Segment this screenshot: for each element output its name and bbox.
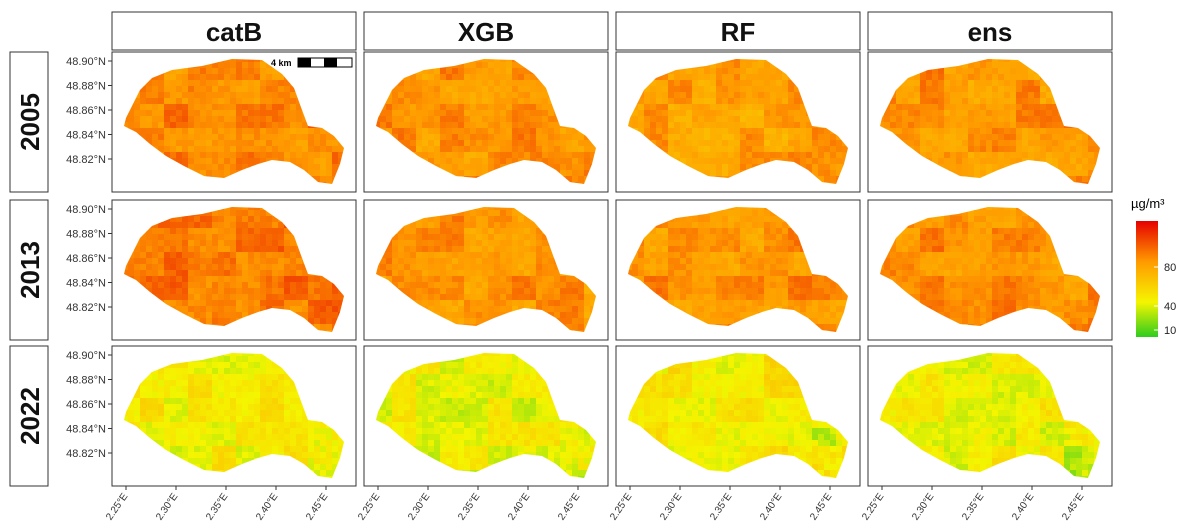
scale-bar: 4 km: [271, 57, 353, 68]
y-tick-label: 48.82°N: [66, 448, 106, 460]
column-label: XGB: [458, 17, 514, 47]
x-tick-label: 2.30°E: [658, 491, 684, 522]
y-tick-label: 48.86°N: [66, 105, 106, 117]
x-tick-label: 2.35°E: [708, 491, 734, 522]
row-strip-2022: 2022: [9, 345, 49, 487]
scale-bar-label: 4 km: [271, 58, 292, 68]
column-strip-rf: RF: [615, 11, 861, 51]
x-tick-label: 2.35°E: [960, 491, 986, 522]
map-panel-catb-2005: [111, 51, 357, 193]
row-label: 2013: [15, 241, 45, 299]
column-strip-ens: ens: [867, 11, 1113, 51]
legend-title: µg/m³: [1131, 196, 1165, 211]
legend-colorbar: [1136, 221, 1158, 337]
x-tick-label: 2.25°E: [104, 491, 130, 522]
map-panel-catb-2022: [111, 345, 357, 487]
y-tick-label: 48.84°N: [66, 130, 106, 142]
x-tick-label: 2.35°E: [204, 491, 230, 522]
map-panel-xgb-2013: [363, 199, 609, 341]
map-panel-rf-2013: [615, 199, 861, 341]
x-tick-label: 2.45°E: [556, 491, 582, 522]
column-label: catB: [206, 17, 262, 47]
y-tick-label: 48.84°N: [66, 278, 106, 290]
y-tick-label: 48.82°N: [66, 154, 106, 166]
row-strip-2013: 2013: [9, 199, 49, 341]
map-panel-ens-2022: [867, 345, 1113, 487]
map-panel-xgb-2005: [363, 51, 609, 193]
legend-tick-40: 40: [1164, 301, 1176, 313]
map-panel-rf-2022: [615, 345, 861, 487]
y-tick-label: 48.86°N: [66, 399, 106, 411]
x-tick-label: 2.45°E: [808, 491, 834, 522]
y-tick-label: 48.84°N: [66, 424, 106, 436]
x-tick-label: 2.45°E: [304, 491, 330, 522]
row-strip-2005: 2005: [9, 51, 49, 193]
map-panel-ens-2013: [867, 199, 1113, 341]
row-label: 2005: [15, 93, 45, 151]
y-tick-label: 48.90°N: [66, 204, 106, 216]
y-tick-label: 48.88°N: [66, 229, 106, 241]
y-tick-label: 48.90°N: [66, 56, 106, 68]
y-tick-label: 48.82°N: [66, 302, 106, 314]
y-tick-label: 48.90°N: [66, 350, 106, 362]
column-label: RF: [721, 17, 756, 47]
legend-tick-10: 10: [1164, 325, 1176, 337]
legend-tick-80: 80: [1164, 262, 1176, 274]
x-tick-label: 2.30°E: [406, 491, 432, 522]
x-tick-label: 2.40°E: [1010, 491, 1036, 522]
x-tick-label: 2.40°E: [758, 491, 784, 522]
x-tick-label: 2.45°E: [1060, 491, 1086, 522]
x-tick-label: 2.25°E: [356, 491, 382, 522]
x-tick-label: 2.30°E: [154, 491, 180, 522]
x-tick-label: 2.25°E: [608, 491, 634, 522]
row-label: 2022: [15, 387, 45, 445]
map-panel-xgb-2022: [363, 345, 609, 487]
y-tick-label: 48.88°N: [66, 375, 106, 387]
column-label: ens: [968, 17, 1013, 47]
column-strip-catb: catB: [111, 11, 357, 51]
column-strip-xgb: XGB: [363, 11, 609, 51]
map-panel-catb-2013: [111, 199, 357, 341]
x-tick-label: 2.30°E: [910, 491, 936, 522]
x-tick-label: 2.35°E: [456, 491, 482, 522]
y-tick-label: 48.88°N: [66, 81, 106, 93]
map-panel-rf-2005: [615, 51, 861, 193]
x-tick-label: 2.40°E: [506, 491, 532, 522]
x-tick-label: 2.40°E: [254, 491, 280, 522]
color-legend: µg/m³ 80 40 10: [1131, 196, 1176, 337]
map-panel-ens-2005: [867, 51, 1113, 193]
y-tick-label: 48.86°N: [66, 253, 106, 265]
x-tick-label: 2.25°E: [860, 491, 886, 522]
